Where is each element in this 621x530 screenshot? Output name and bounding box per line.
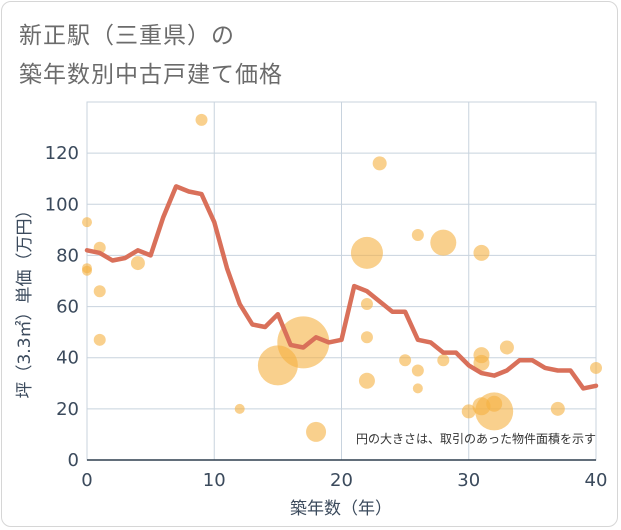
chart-title-line2: 築年数別中古戸建て価格	[19, 62, 283, 88]
axis-ticks: 0 20 40 60 80 100 120 0 10 20 30 40	[45, 143, 608, 491]
data-bubble	[372, 156, 387, 171]
x-tick-label: 20	[330, 470, 353, 491]
bubble-layer	[82, 113, 602, 442]
data-bubble	[461, 404, 476, 419]
grid-lines	[86, 101, 597, 461]
x-tick-label: 10	[203, 470, 226, 491]
data-bubble	[475, 392, 514, 431]
data-bubble	[473, 354, 490, 371]
data-bubble	[234, 403, 245, 414]
data-bubble	[130, 256, 145, 271]
data-bubble	[350, 236, 383, 269]
y-tick-label: 80	[56, 245, 79, 266]
x-tick-label: 30	[457, 470, 480, 491]
data-bubble	[360, 331, 373, 344]
data-bubble	[93, 285, 106, 298]
data-bubble	[399, 354, 412, 367]
data-bubble	[411, 228, 424, 241]
data-bubble	[550, 401, 565, 416]
y-axis-title: 坪（3.3㎡）単価（万円）	[15, 201, 35, 398]
data-bubble	[590, 361, 602, 374]
x-tick-label: 0	[81, 470, 92, 491]
data-bubble	[437, 354, 450, 367]
data-bubble	[411, 364, 424, 377]
data-bubble	[82, 217, 92, 228]
trend-line-layer	[84, 184, 599, 391]
data-bubble	[360, 298, 373, 311]
chart-title-line1: 新正駅（三重県）の	[19, 23, 235, 49]
data-bubble	[358, 372, 375, 389]
y-tick-label: 100	[45, 194, 79, 215]
bubble-size-note: 円の大きさは、取引のあった物件面積を示す	[356, 431, 596, 446]
data-bubble	[82, 265, 92, 276]
x-tick-label: 40	[585, 470, 608, 491]
y-tick-label: 120	[45, 143, 79, 164]
x-axis-title: 築年数（年）	[290, 499, 392, 519]
data-bubble	[306, 421, 327, 442]
y-tick-label: 60	[56, 297, 79, 318]
data-bubble	[412, 383, 423, 394]
y-tick-label: 20	[56, 399, 79, 420]
data-bubble	[277, 316, 330, 369]
data-bubble	[473, 244, 490, 261]
data-bubble	[499, 340, 514, 355]
data-bubble	[195, 113, 208, 126]
data-bubble	[430, 229, 457, 256]
y-tick-label: 40	[56, 348, 79, 369]
data-bubble	[93, 333, 106, 346]
y-tick-label: 0	[68, 450, 79, 471]
average-price-line	[84, 184, 599, 391]
